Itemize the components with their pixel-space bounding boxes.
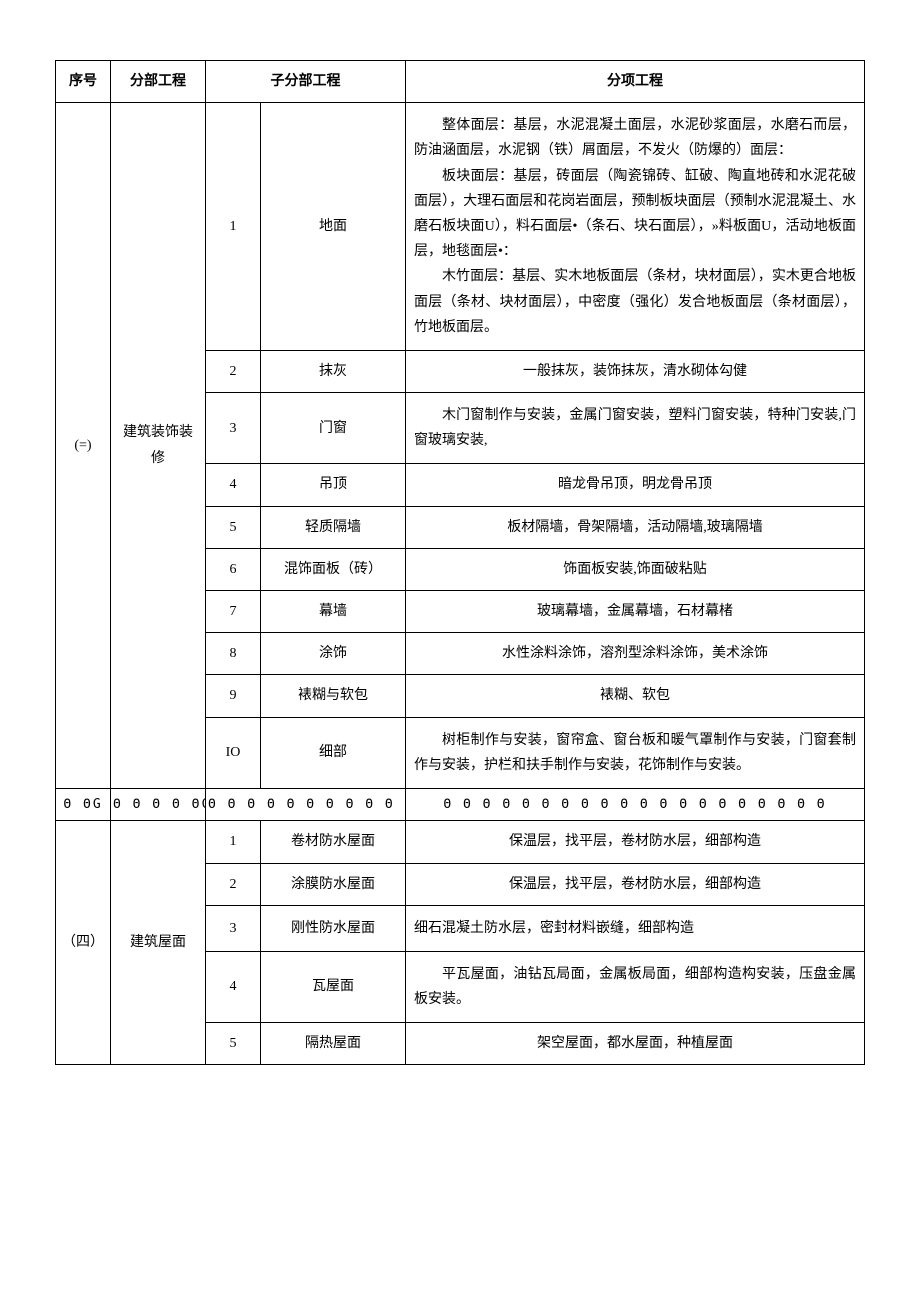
- detail-cell: 裱糊、软包: [406, 675, 865, 717]
- separator-row: Θ ΘG Θ Θ Θ Θ ΘC Θ Θ Θ Θ Θ Θ Θ Θ Θ Θ Θ Θ …: [56, 788, 865, 820]
- table-row: (=) 建筑装饰装修 1 地面 整体面层：基层，水泥混凝土面层，水泥砂浆面层，水…: [56, 103, 865, 351]
- detail-cell: 板材隔墙，骨架隔墙，活动隔墙,玻璃隔墙: [406, 506, 865, 548]
- num-cell: 7: [206, 591, 261, 633]
- separator-cell: Θ ΘG: [56, 788, 111, 820]
- detail-cell: 一般抹灰，装饰抹灰，清水砌体勾健: [406, 350, 865, 392]
- num-cell: 2: [206, 863, 261, 905]
- detail-para: 平瓦屋面，油钻瓦局面，金属板局面，细部构造构安装，压盘金属板安装。: [414, 962, 856, 1012]
- detail-para: 树柜制作与安装，窗帘盒、窗台板和暖气罩制作与安装，门窗套制作与安装，护栏和扶手制…: [414, 728, 856, 778]
- sub-cell: 瓦屋面: [261, 951, 406, 1022]
- detail-cell: 平瓦屋面，油钻瓦局面，金属板局面，细部构造构安装，压盘金属板安装。: [406, 951, 865, 1022]
- separator-cell: Θ Θ Θ Θ ΘC: [111, 788, 206, 820]
- num-cell: 5: [206, 506, 261, 548]
- separator-cell: Θ Θ Θ Θ Θ Θ Θ Θ Θ Θ Θ Θ Θ Θ Θ Θ Θ Θ Θ Θ: [406, 788, 865, 820]
- detail-cell: 饰面板安装,饰面破粘贴: [406, 548, 865, 590]
- detail-para: 一般抹灰，装饰抹灰，清水砌体勾健: [412, 359, 858, 384]
- detail-para: 玻璃幕墙，金属幕墙，石材幕楮: [412, 599, 858, 624]
- construction-table: 序号 分部工程 子分部工程 分项工程 (=) 建筑装饰装修 1 地面 整体面层：…: [55, 60, 865, 1065]
- detail-cell: 架空屋面，都水屋面，种植屋面: [406, 1023, 865, 1065]
- detail-cell: 水性涂料涂饰，溶剂型涂料涂饰，美术涂饰: [406, 633, 865, 675]
- sub-cell: 刚性防水屋面: [261, 905, 406, 951]
- sub-cell: 卷材防水屋面: [261, 821, 406, 863]
- num-cell: 1: [206, 821, 261, 863]
- sub-cell: 抹灰: [261, 350, 406, 392]
- detail-para: 裱糊、软包: [412, 683, 858, 708]
- num-cell: 8: [206, 633, 261, 675]
- table-row: （四） 建筑屋面 1 卷材防水屋面 保温层，找平层，卷材防水层，细部构造: [56, 821, 865, 863]
- num-cell: 1: [206, 103, 261, 351]
- sub-cell: 裱糊与软包: [261, 675, 406, 717]
- detail-para: 饰面板安装,饰面破粘贴: [412, 557, 858, 582]
- sub-cell: 地面: [261, 103, 406, 351]
- num-cell: IO: [206, 717, 261, 788]
- detail-para: 暗龙骨吊顶，明龙骨吊顶: [412, 472, 858, 497]
- detail-cell: 细石混凝土防水层，密封材料嵌缝，细部构造: [406, 905, 865, 951]
- detail-cell: 保温层，找平层，卷材防水层，细部构造: [406, 821, 865, 863]
- num-cell: 6: [206, 548, 261, 590]
- num-cell: 4: [206, 464, 261, 506]
- num-cell: 5: [206, 1023, 261, 1065]
- num-cell: 9: [206, 675, 261, 717]
- seq-cell: (=): [56, 103, 111, 789]
- detail-para: 保温层，找平层，卷材防水层，细部构造: [412, 872, 858, 897]
- detail-para: 细石混凝土防水层，密封材料嵌缝，细部构造: [414, 916, 856, 941]
- header-row: 序号 分部工程 子分部工程 分项工程: [56, 61, 865, 103]
- sub-cell: 涂膜防水屋面: [261, 863, 406, 905]
- header-division: 分部工程: [111, 61, 206, 103]
- sub-cell: 混饰面板（砖）: [261, 548, 406, 590]
- seq-cell: （四）: [56, 821, 111, 1065]
- detail-cell: 暗龙骨吊顶，明龙骨吊顶: [406, 464, 865, 506]
- sub-cell: 细部: [261, 717, 406, 788]
- detail-para: 水性涂料涂饰，溶剂型涂料涂饰，美术涂饰: [412, 641, 858, 666]
- detail-cell: 树柜制作与安装，窗帘盒、窗台板和暖气罩制作与安装，门窗套制作与安装，护栏和扶手制…: [406, 717, 865, 788]
- detail-para: 木竹面层：基层、实木地板面层（条材，块材面层），实木更合地板面层（条材、块材面层…: [414, 264, 856, 340]
- num-cell: 3: [206, 393, 261, 464]
- division-cell: 建筑装饰装修: [111, 103, 206, 789]
- num-cell: 4: [206, 951, 261, 1022]
- detail-para: 板材隔墙，骨架隔墙，活动隔墙,玻璃隔墙: [412, 515, 858, 540]
- sub-cell: 涂饰: [261, 633, 406, 675]
- detail-cell: 玻璃幕墙，金属幕墙，石材幕楮: [406, 591, 865, 633]
- header-item: 分项工程: [406, 61, 865, 103]
- sub-cell: 幕墙: [261, 591, 406, 633]
- sub-cell: 轻质隔墙: [261, 506, 406, 548]
- detail-cell: 保温层，找平层，卷材防水层，细部构造: [406, 863, 865, 905]
- num-cell: 3: [206, 905, 261, 951]
- header-seq: 序号: [56, 61, 111, 103]
- header-subdivision: 子分部工程: [206, 61, 406, 103]
- sub-cell: 吊顶: [261, 464, 406, 506]
- detail-cell: 整体面层：基层，水泥混凝土面层，水泥砂浆面层，水磨石而层，防油涵面层，水泥钢（铁…: [406, 103, 865, 351]
- num-cell: 2: [206, 350, 261, 392]
- detail-para: 整体面层：基层，水泥混凝土面层，水泥砂浆面层，水磨石而层，防油涵面层，水泥钢（铁…: [414, 113, 856, 163]
- detail-para: 木门窗制作与安装，金属门窗安装，塑料门窗安装，特种门安装,门窗玻璃安装,: [414, 403, 856, 453]
- detail-para: 架空屋面，都水屋面，种植屋面: [412, 1031, 858, 1056]
- detail-cell: 木门窗制作与安装，金属门窗安装，塑料门窗安装，特种门安装,门窗玻璃安装,: [406, 393, 865, 464]
- separator-cell: Θ Θ Θ Θ Θ Θ Θ Θ Θ Θ Θ: [206, 788, 406, 820]
- detail-para: 板块面层：基层，砖面层（陶瓷锦砖、缸破、陶直地砖和水泥花破面层），大理石面层和花…: [414, 164, 856, 265]
- sub-cell: 隔热屋面: [261, 1023, 406, 1065]
- sub-cell: 门窗: [261, 393, 406, 464]
- detail-para: 保温层，找平层，卷材防水层，细部构造: [412, 829, 858, 854]
- division-cell: 建筑屋面: [111, 821, 206, 1065]
